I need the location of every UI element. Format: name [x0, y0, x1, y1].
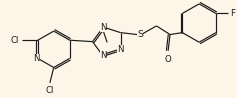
Text: N: N — [100, 23, 106, 32]
Text: N: N — [100, 51, 106, 60]
Text: Cl: Cl — [46, 86, 54, 95]
Text: Cl: Cl — [11, 36, 19, 45]
Text: S: S — [137, 30, 143, 39]
Text: N: N — [117, 45, 124, 54]
Text: O: O — [165, 55, 172, 64]
Text: F: F — [230, 9, 236, 18]
Text: N: N — [34, 54, 40, 63]
